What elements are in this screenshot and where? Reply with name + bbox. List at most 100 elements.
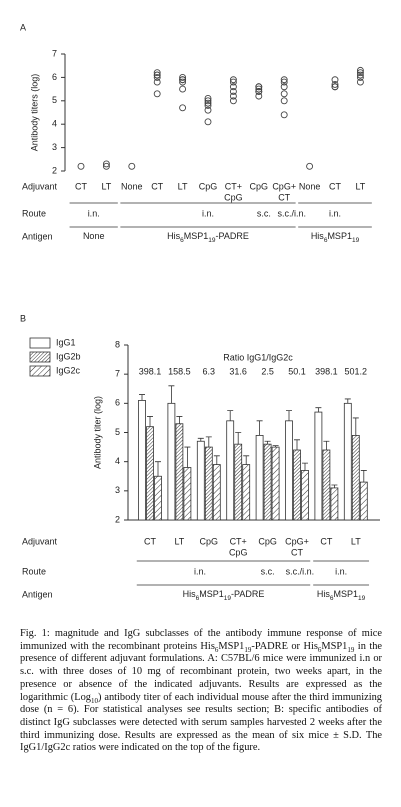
caption-part: 10: [91, 696, 98, 705]
category-label: CT: [75, 181, 87, 191]
caption-part: 6: [214, 645, 219, 654]
antigen-label-part: -PADRE: [231, 589, 264, 599]
antigen-label: None: [83, 231, 105, 241]
route-label: i.n.: [202, 208, 214, 218]
panel-label: A: [20, 22, 26, 32]
error-bar: [256, 420, 263, 436]
point: [128, 162, 136, 170]
antigen-label-part: 6: [180, 237, 184, 244]
antigen-label-part: MSP1: [327, 231, 352, 241]
caption-part: in the presence of different adjuvant fo…: [20, 640, 383, 703]
category-label: CT: [320, 536, 332, 546]
point: [153, 90, 161, 98]
point: [204, 118, 212, 126]
figure: A 2 3 4 5 6 7 Antibody titers (log) Adjuvant Rout…: [20, 22, 380, 602]
category-label: None: [121, 181, 143, 191]
bar: [138, 400, 146, 521]
error-bar: [315, 407, 322, 413]
point: [356, 73, 364, 81]
point: [229, 76, 237, 84]
bar: [322, 449, 331, 521]
y-tick-label: 7: [52, 48, 57, 58]
bar: [271, 446, 280, 521]
point: [356, 71, 364, 79]
route-label: i.n.: [335, 566, 347, 576]
error-bar: [352, 417, 359, 436]
caption-part: MSP1: [218, 640, 245, 652]
ratio-title: Ratio IgG1/IgG2c: [223, 352, 293, 362]
route-label: i.n.: [88, 208, 100, 218]
error-bar: [205, 436, 212, 448]
antigen-label-part: 19: [358, 595, 366, 602]
row-title: Adjuvant: [22, 181, 58, 191]
category-label: CT+: [225, 181, 242, 191]
y-tick-label: 6: [115, 398, 120, 408]
bar: [204, 446, 213, 521]
route-label: s.c./i.n.: [278, 208, 307, 218]
point: [153, 71, 161, 79]
point: [204, 99, 212, 107]
y-axis-title: Antibody titers (log): [29, 74, 39, 152]
antigen-label-part: His: [167, 231, 180, 241]
bar: [359, 481, 368, 521]
antigen-label-part: 19: [224, 595, 232, 602]
antigen-label: His6MSP119: [317, 589, 366, 602]
caption-part: MSP1: [321, 640, 348, 652]
category-label: CT: [144, 536, 156, 546]
point: [280, 78, 288, 86]
error-bar: [176, 416, 183, 424]
bar: [212, 464, 221, 521]
route-label: s.c./i.n.: [286, 566, 315, 576]
bar: [314, 411, 323, 521]
point: [280, 111, 288, 119]
error-bar: [197, 437, 204, 442]
category-label: LT: [351, 536, 361, 546]
caption-part: ) antibody titer of each individual mous…: [20, 691, 382, 754]
error-bar: [139, 394, 145, 401]
point: [255, 85, 263, 93]
bar: [255, 435, 264, 521]
y-axis-title: Antibody titer (log): [92, 396, 102, 469]
category-label: CT: [278, 192, 290, 202]
route-label: s.c.: [257, 208, 271, 218]
y-tick-label: 7: [115, 369, 120, 379]
point: [204, 95, 212, 102]
point: [229, 92, 237, 100]
y-tick-label: 5: [115, 427, 120, 437]
antigen-label: His6MSP119-PADRE: [183, 589, 265, 602]
bar: [293, 449, 301, 521]
category-label: CpG: [250, 181, 269, 191]
category-label: CpG: [224, 192, 243, 202]
category-label: CpG: [199, 181, 218, 191]
error-bar: [227, 410, 234, 421]
antigen-label: His6MSP119-PADRE: [167, 231, 249, 244]
bar: [330, 487, 339, 521]
error-bar: [155, 461, 161, 477]
bar: [183, 467, 192, 521]
row-title: Adjuvant: [22, 536, 58, 546]
antigen-label: His6MSP119: [311, 231, 360, 244]
error-bar: [286, 410, 292, 421]
caption-part: 6: [317, 645, 322, 654]
bar: [285, 420, 293, 521]
category-label: CpG+: [272, 181, 296, 191]
category-label: LT: [101, 181, 111, 191]
row-title: Antigen: [22, 589, 53, 599]
ratio-label: 2.5: [261, 366, 274, 376]
ratio-label: 501.2: [345, 366, 368, 376]
point: [102, 160, 110, 168]
caption-part: Fig. 1: magnitude and IgG subclasses of …: [20, 628, 382, 652]
error-bar: [302, 462, 308, 471]
point: [280, 90, 288, 98]
point: [331, 80, 339, 88]
y-tick-label: 4: [115, 456, 120, 466]
bar: [226, 420, 235, 521]
category-label: CT: [151, 181, 163, 191]
y-tick-label: 3: [52, 142, 57, 152]
antigen-label-part: MSP1: [184, 231, 209, 241]
y-tick-label: 5: [52, 95, 57, 105]
point: [229, 78, 237, 86]
antigen-label-part: MSP1: [334, 589, 359, 599]
bar: [154, 475, 162, 521]
